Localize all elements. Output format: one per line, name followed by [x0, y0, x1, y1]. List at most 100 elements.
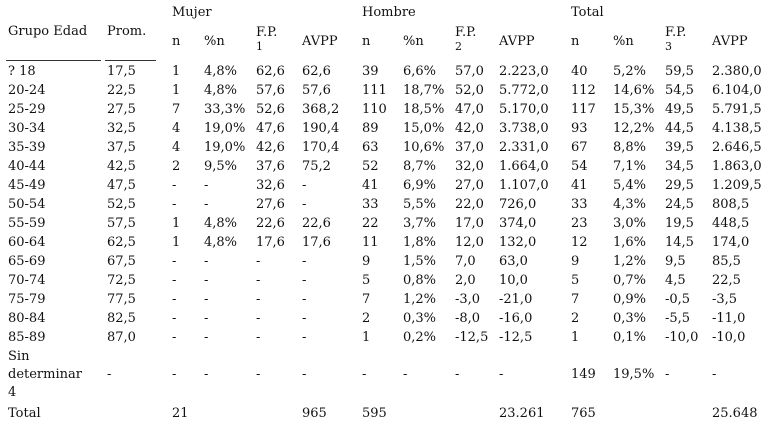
cell: 27,6 [256, 197, 285, 212]
cell: 57,5 [107, 216, 136, 231]
cell: 42,6 [256, 140, 285, 155]
cell: 75,2 [302, 159, 331, 174]
cell: 52 [362, 159, 379, 174]
row-label: ? 18 [8, 64, 36, 79]
row-label: 70-74 [8, 273, 46, 288]
cell: - [172, 330, 177, 345]
cell: 8,8% [613, 140, 647, 155]
cell: 62,6 [256, 64, 285, 79]
cell: 2.646,5 [712, 140, 762, 155]
cell: 19,5 [665, 216, 694, 231]
cell: 1,2% [403, 292, 437, 307]
cell: 149 [571, 367, 596, 382]
column-note: 1 [256, 40, 263, 53]
cell: 1 [172, 83, 181, 98]
cell: 62,6 [302, 64, 331, 79]
cell: 12,2% [613, 121, 655, 136]
cell: 77,5 [107, 292, 136, 307]
cell: - [256, 367, 261, 382]
cell: 22,6 [256, 216, 285, 231]
cell: 22,6 [302, 216, 331, 231]
cell: 2,0 [455, 273, 476, 288]
cell: 10,0 [499, 273, 528, 288]
cell: 27,0 [455, 178, 484, 193]
cell: 448,5 [712, 216, 750, 231]
cell: - [172, 197, 177, 212]
cell: 1,6% [613, 235, 647, 250]
row-label: 25-29 [8, 102, 46, 117]
cell: 57,0 [455, 64, 484, 79]
cell: - [302, 292, 307, 307]
cell: 9,5% [204, 159, 238, 174]
cell: 41 [362, 178, 379, 193]
cell: - [172, 292, 177, 307]
cell: 2 [571, 311, 580, 326]
row-label: Sin determinar 4 [8, 349, 82, 400]
cell: 4,8% [204, 235, 238, 250]
cell: 1.863,0 [712, 159, 762, 174]
cell: 32,6 [256, 178, 285, 193]
cell: 374,0 [499, 216, 537, 231]
cell: - [172, 311, 177, 326]
cell: 57,6 [256, 83, 285, 98]
cell: 1 [362, 330, 371, 345]
cell: - [302, 311, 307, 326]
cell: 42,5 [107, 159, 136, 174]
cell: 23 [571, 216, 588, 231]
cell: -11,0 [712, 311, 746, 326]
cell: - [403, 367, 408, 382]
cell: 54 [571, 159, 588, 174]
cell: 174,0 [712, 235, 750, 250]
cell: 17,5 [107, 64, 136, 79]
cell: 19,0% [204, 121, 246, 136]
cell: 17,6 [256, 235, 285, 250]
cell: 1.664,0 [499, 159, 549, 174]
cell: 5 [362, 273, 371, 288]
cell: 3,0% [613, 216, 647, 231]
cell: 4,8% [204, 83, 238, 98]
cell: 4,8% [204, 64, 238, 79]
column-header: %n [204, 34, 225, 49]
cell: 49,5 [665, 102, 694, 117]
cell: 5,4% [613, 178, 647, 193]
cell: 39 [362, 64, 379, 79]
group-header: Hombre [362, 5, 416, 20]
cell: 10,6% [403, 140, 445, 155]
cell: 85,5 [712, 254, 741, 269]
cell: 2 [172, 159, 181, 174]
cell: 7,0 [455, 254, 476, 269]
column-header: AVPP [302, 34, 338, 49]
cell: 63 [362, 140, 379, 155]
cell: -5,5 [665, 311, 691, 326]
cell: 0,8% [403, 273, 437, 288]
cell: - [204, 254, 209, 269]
cell: -8,0 [455, 311, 481, 326]
cell: -3,5 [712, 292, 738, 307]
cell: -10,0 [712, 330, 746, 345]
cell: 808,5 [712, 197, 750, 212]
cell: 52,0 [455, 83, 484, 98]
cell: 0,1% [613, 330, 647, 345]
cell: 5 [571, 273, 580, 288]
cell: 111 [362, 83, 387, 98]
cell: 33 [362, 197, 379, 212]
cell: 12,0 [455, 235, 484, 250]
cell: - [172, 367, 177, 382]
column-header: n [362, 34, 371, 49]
cell: 89 [362, 121, 379, 136]
cell: 6,9% [403, 178, 437, 193]
cell: 11 [362, 235, 379, 250]
cell: 6.104,0 [712, 83, 762, 98]
cell: - [256, 292, 261, 307]
cell: 3.738,0 [499, 121, 549, 136]
cell: 1.107,0 [499, 178, 549, 193]
cell: - [302, 273, 307, 288]
cell: 29,5 [665, 178, 694, 193]
cell: 0,3% [613, 311, 647, 326]
cell: 1,5% [403, 254, 437, 269]
cell: 9 [362, 254, 371, 269]
row-label: 55-59 [8, 216, 46, 231]
group-header: Total [571, 5, 604, 20]
cell: - [172, 273, 177, 288]
cell: - [302, 254, 307, 269]
